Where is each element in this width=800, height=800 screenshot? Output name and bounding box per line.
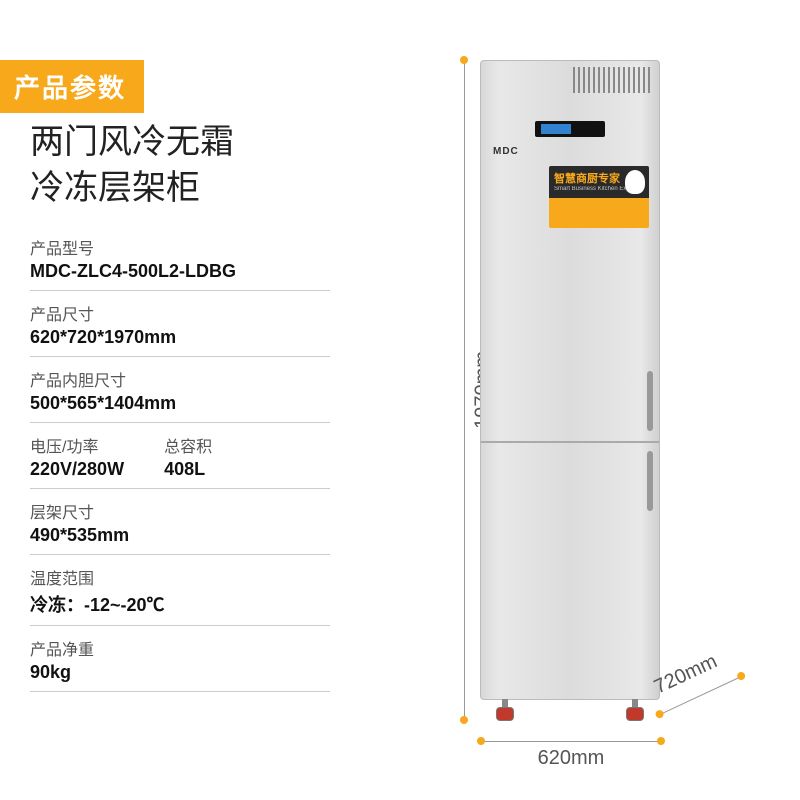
dim-line bbox=[481, 741, 661, 742]
dim-label: 620mm bbox=[538, 747, 605, 770]
spec-value: 620*720*1970mm bbox=[30, 327, 330, 348]
title-line-2: 冷冻层架柜 bbox=[30, 166, 234, 212]
spec-label: 产品型号 bbox=[30, 235, 330, 259]
product-title: 两门风冷无霜 冷冻层架柜 bbox=[30, 120, 234, 212]
spec-capacity: 总容积 408L bbox=[164, 433, 212, 480]
spec-label: 总容积 bbox=[164, 433, 212, 457]
caster-wheel-icon bbox=[625, 699, 645, 721]
dimension-height: 1970mm bbox=[450, 60, 480, 720]
spec-value: 220V/280W bbox=[30, 459, 124, 480]
product-sticker: 智慧商厨专家 Smart Business Kitchen Expert bbox=[549, 166, 649, 228]
spec-inner-size: 产品内胆尺寸 500*565*1404mm bbox=[30, 357, 330, 423]
dim-dot-icon bbox=[654, 709, 665, 720]
spec-value: 490*535mm bbox=[30, 525, 330, 546]
spec-value: 冷冻：-12~-20℃ bbox=[30, 591, 330, 617]
dim-dot-icon bbox=[657, 737, 665, 745]
dim-dot-icon bbox=[460, 56, 468, 64]
vent-grille-icon bbox=[573, 67, 653, 93]
spec-value: 500*565*1404mm bbox=[30, 393, 330, 414]
spec-value: 408L bbox=[164, 459, 212, 480]
dim-dot-icon bbox=[460, 716, 468, 724]
dim-dot-icon bbox=[736, 671, 747, 682]
display-panel-icon bbox=[535, 121, 605, 137]
spec-shelf: 层架尺寸 490*535mm bbox=[30, 489, 330, 555]
spec-label: 产品内胆尺寸 bbox=[30, 367, 330, 391]
spec-value: MDC-ZLC4-500L2-LDBG bbox=[30, 261, 330, 282]
caster-wheel-icon bbox=[495, 699, 515, 721]
spec-voltage: 电压/功率 220V/280W bbox=[30, 433, 124, 480]
spec-size: 产品尺寸 620*720*1970mm bbox=[30, 291, 330, 357]
chef-icon bbox=[625, 170, 645, 194]
spec-label: 层架尺寸 bbox=[30, 499, 330, 523]
spec-temp: 温度范围 冷冻：-12~-20℃ bbox=[30, 555, 330, 626]
fridge-body: MDC 智慧商厨专家 Smart Business Kitchen Expert… bbox=[480, 60, 660, 700]
spec-label: 产品净重 bbox=[30, 636, 330, 660]
spec-label: 电压/功率 bbox=[30, 433, 124, 457]
spec-label: 温度范围 bbox=[30, 565, 330, 589]
dimension-depth: 720mm bbox=[654, 663, 748, 728]
dim-line bbox=[464, 60, 465, 720]
dim-dot-icon bbox=[477, 737, 485, 745]
product-illustration: 1970mm MDC 智慧商厨专家 Smart Business Kitchen… bbox=[420, 40, 770, 760]
spec-voltage-capacity: 电压/功率 220V/280W 总容积 408L bbox=[30, 423, 330, 489]
specs-list: 产品型号 MDC-ZLC4-500L2-LDBG 产品尺寸 620*720*19… bbox=[30, 225, 330, 692]
door-handle-icon bbox=[647, 451, 653, 511]
spec-model: 产品型号 MDC-ZLC4-500L2-LDBG bbox=[30, 225, 330, 291]
section-badge: 产品参数 bbox=[0, 60, 144, 113]
spec-weight: 产品净重 90kg bbox=[30, 626, 330, 692]
product-spec-card: 产品参数 两门风冷无霜 冷冻层架柜 产品型号 MDC-ZLC4-500L2-LD… bbox=[0, 0, 800, 800]
door-handle-icon bbox=[647, 371, 653, 431]
door-divider bbox=[481, 441, 659, 443]
spec-value: 90kg bbox=[30, 662, 330, 683]
dim-label: 720mm bbox=[651, 650, 721, 699]
dimension-width: 620mm bbox=[481, 727, 661, 757]
spec-label: 产品尺寸 bbox=[30, 301, 330, 325]
brand-logo: MDC bbox=[493, 146, 519, 157]
title-line-1: 两门风冷无霜 bbox=[30, 120, 234, 166]
